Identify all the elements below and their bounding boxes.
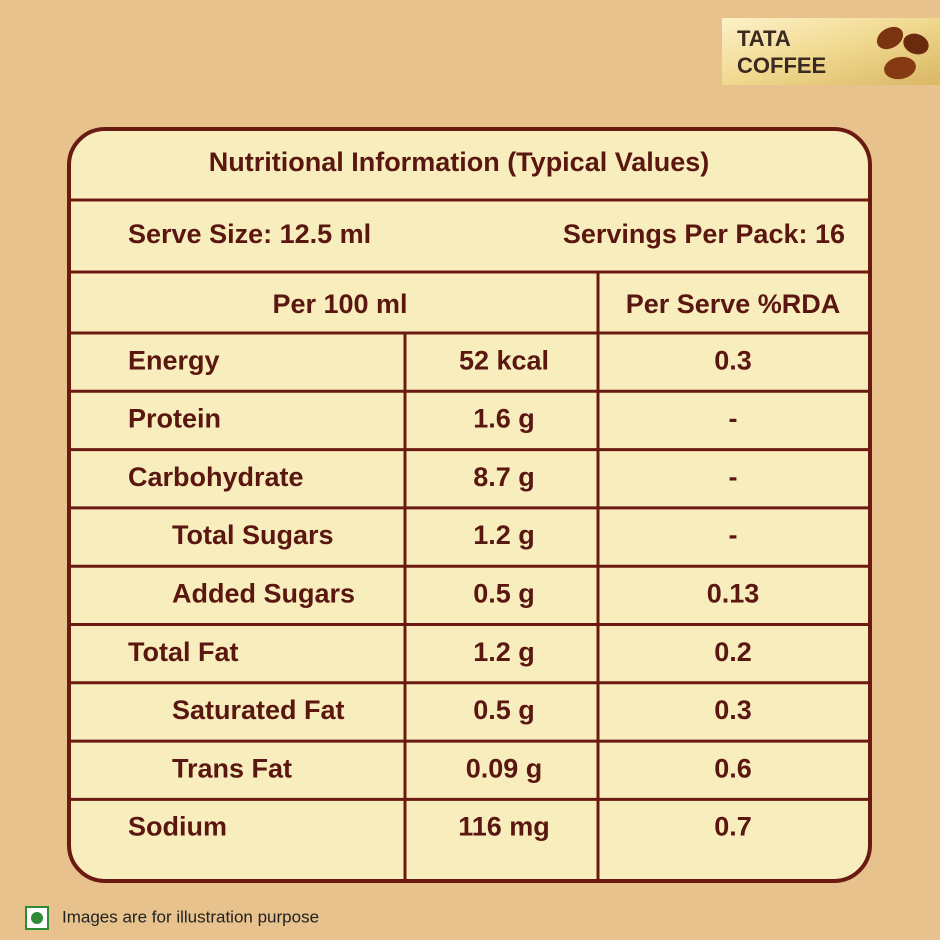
per-100: 1.2 g: [473, 637, 535, 667]
nutrient-name: Protein: [128, 404, 221, 434]
rda: 0.13: [707, 578, 760, 608]
bean: [884, 56, 916, 80]
rda: 0.7: [714, 812, 752, 842]
bean: [903, 33, 929, 55]
nutrient-name: Added Sugars: [172, 578, 355, 608]
per-100: 0.5 g: [473, 695, 535, 725]
per-100: 116 mg: [458, 812, 550, 842]
per-100: 1.6 g: [473, 404, 535, 434]
rda: 0.3: [714, 695, 752, 725]
serve-size: Serve Size: 12.5 ml: [128, 219, 371, 249]
table-frame: [67, 127, 872, 883]
footer-note: Images are for illustration purpose: [62, 907, 319, 926]
logo-line1: TATA: [737, 26, 791, 51]
nutrient-name: Sodium: [128, 812, 227, 842]
rows: Energy 52 kcal 0.3 Protein 1.6 g - Carbohydrat…: [69, 345, 870, 842]
nutrient-name: Saturated Fat: [172, 695, 345, 725]
rda: -: [729, 520, 738, 550]
per-100: 52 kcal: [459, 345, 549, 375]
per-100: 1.2 g: [473, 520, 535, 550]
per-100: 8.7 g: [473, 462, 535, 492]
table-title: Nutritional Information (Typical Values): [209, 147, 710, 177]
header-cell: Per Serve %RDA: [626, 289, 841, 319]
servings: Servings Per Pack: 16: [563, 219, 845, 249]
logo-line2: COFFEE: [737, 53, 826, 78]
rda: 0.3: [714, 345, 752, 375]
nutrient-name: Trans Fat: [172, 753, 292, 783]
nutrient-name: Total Sugars: [172, 520, 334, 550]
rda: -: [729, 462, 738, 492]
rda: 0.2: [714, 637, 752, 667]
per-100: 0.09 g: [466, 753, 543, 783]
bean: [876, 26, 904, 50]
header-cell: Per 100 ml: [272, 289, 407, 319]
nutrient-name: Total Fat: [128, 637, 239, 667]
per-100: 0.5 g: [473, 578, 535, 608]
rda: 0.6: [714, 753, 752, 783]
nutrient-name: Carbohydrate: [128, 462, 304, 492]
nutrient-name: Energy: [128, 345, 220, 375]
rda: -: [729, 404, 738, 434]
veg-dot: [31, 912, 43, 924]
